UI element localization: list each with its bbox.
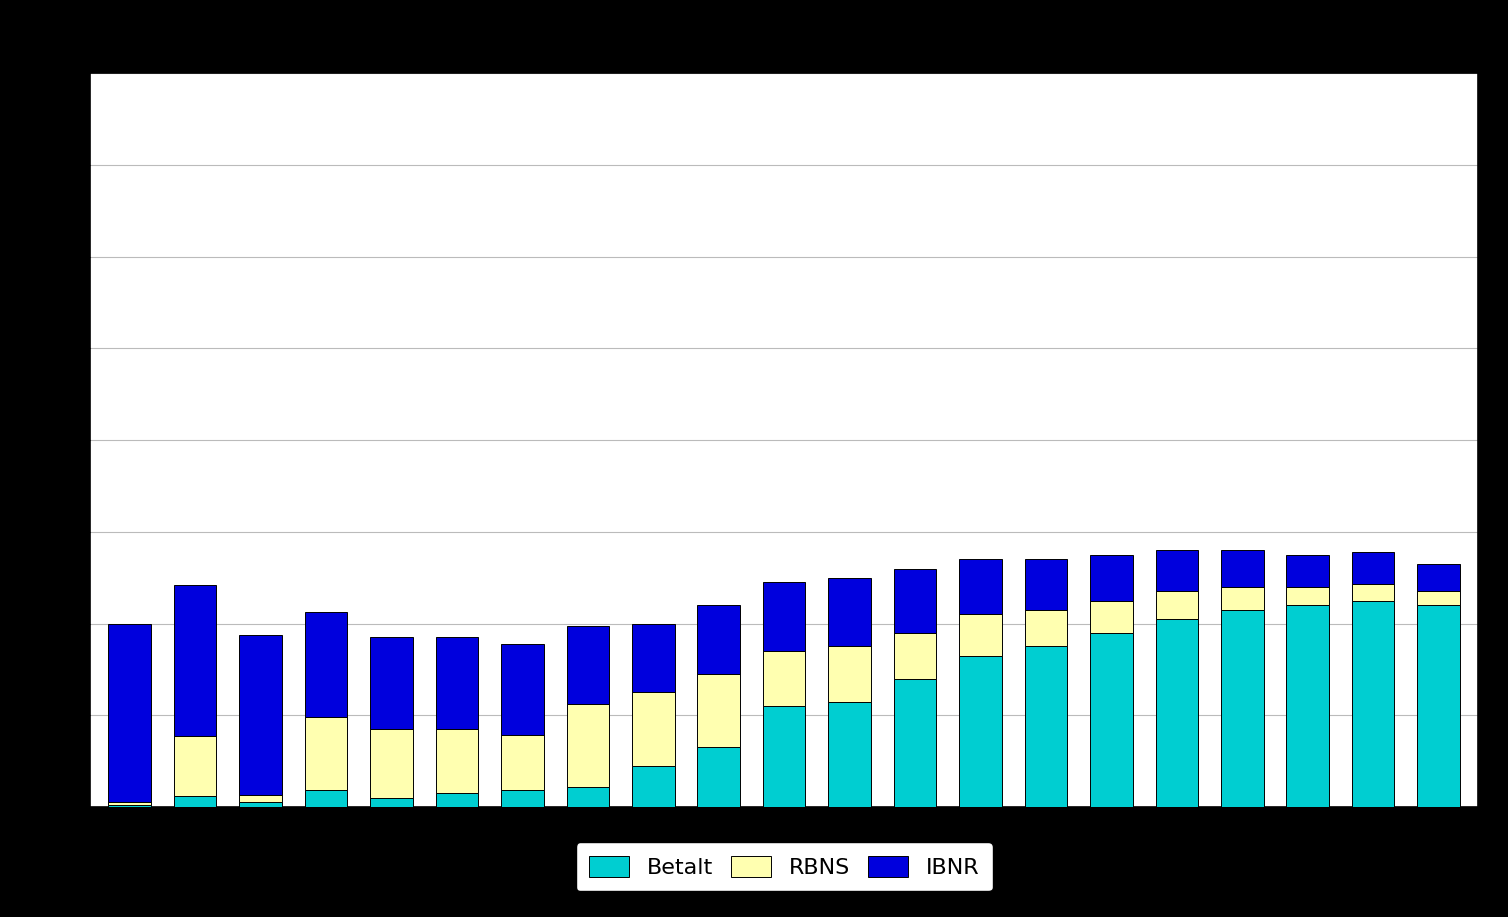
Bar [371, 729, 413, 798]
Bar [436, 637, 478, 729]
Bar [763, 651, 805, 706]
Bar [1155, 550, 1197, 591]
Bar [240, 802, 282, 807]
Bar [109, 624, 151, 802]
Bar [371, 798, 413, 807]
Bar [697, 605, 740, 674]
Bar [828, 646, 872, 702]
Bar [1418, 605, 1460, 807]
Bar [436, 793, 478, 807]
Bar [567, 704, 609, 787]
Bar [697, 747, 740, 807]
Bar [632, 624, 674, 692]
Bar [501, 644, 544, 735]
Bar [959, 656, 1001, 807]
Bar [1090, 555, 1133, 601]
Bar [959, 559, 1001, 614]
Bar [1221, 550, 1264, 587]
Bar [632, 692, 674, 766]
Bar [1351, 552, 1395, 584]
Bar [1286, 555, 1329, 587]
Bar [305, 790, 347, 807]
Bar [1090, 633, 1133, 807]
Bar [1221, 610, 1264, 807]
Bar [305, 612, 347, 717]
Legend: Betalt, RBNS, IBNR: Betalt, RBNS, IBNR [576, 843, 992, 891]
Bar [501, 790, 544, 807]
Bar [305, 717, 347, 790]
Bar [763, 706, 805, 807]
Bar [959, 614, 1001, 656]
Bar [109, 805, 151, 807]
Bar [894, 679, 936, 807]
Bar [567, 787, 609, 807]
Bar [828, 578, 872, 646]
Bar [1286, 587, 1329, 605]
Bar [436, 729, 478, 793]
Bar [894, 569, 936, 633]
Bar [567, 626, 609, 704]
Bar [173, 585, 217, 736]
Bar [1155, 619, 1197, 807]
Bar [1024, 559, 1068, 610]
Bar [501, 735, 544, 790]
Bar [894, 633, 936, 679]
Bar [371, 637, 413, 729]
Bar [1351, 584, 1395, 601]
Bar [1418, 564, 1460, 591]
Bar [1024, 610, 1068, 646]
Bar [240, 635, 282, 795]
Bar [1221, 587, 1264, 610]
Bar [632, 766, 674, 807]
Bar [1155, 591, 1197, 619]
Bar [109, 802, 151, 805]
Bar [1418, 591, 1460, 605]
Bar [1351, 601, 1395, 807]
Bar [697, 674, 740, 747]
Bar [173, 796, 217, 807]
Bar [240, 795, 282, 802]
Bar [173, 736, 217, 796]
Bar [1090, 601, 1133, 633]
Bar [1024, 646, 1068, 807]
Bar [1286, 605, 1329, 807]
Bar [763, 582, 805, 651]
Bar [828, 702, 872, 807]
